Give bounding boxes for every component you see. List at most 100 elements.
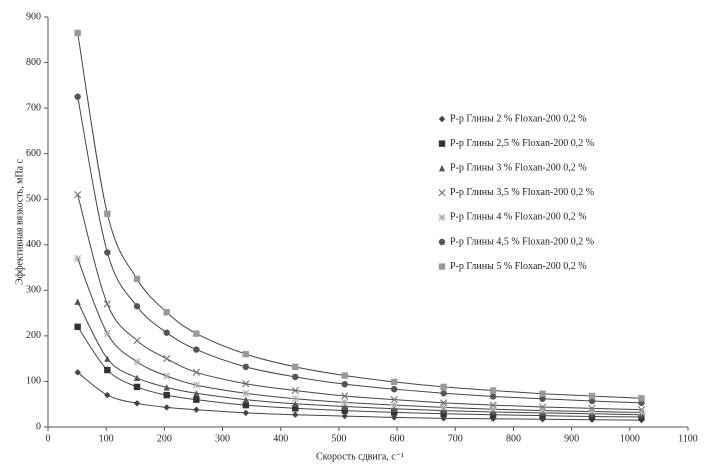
legend-marker [438, 140, 446, 147]
point [163, 329, 170, 336]
point [103, 330, 111, 338]
legend-label: Р-р Глины 3 % Floxan-200 0,2 % [450, 162, 587, 173]
y-tick-label: 200 [26, 330, 41, 341]
x-tick-label: 800 [506, 433, 521, 444]
point [104, 210, 111, 217]
x-tick-label: 500 [331, 433, 346, 444]
point [104, 355, 111, 362]
legend-marker [438, 115, 446, 123]
point [292, 373, 299, 381]
x-tick-label: 1100 [678, 433, 698, 444]
point [104, 366, 111, 374]
legend-marker [438, 189, 446, 197]
point [638, 395, 645, 402]
point [390, 396, 398, 404]
point [341, 398, 349, 406]
point [390, 385, 398, 393]
y-axis-label: Эффективная вязкость, мПа с [14, 158, 25, 285]
point [242, 389, 250, 397]
y-tick-label: 700 [26, 102, 41, 113]
point [163, 372, 171, 380]
y-tick-label: 100 [26, 376, 41, 387]
point [242, 363, 250, 371]
point [341, 372, 348, 379]
point [341, 380, 348, 388]
legend-label: Р-р Глины 5 % Floxan-200 0,2 % [450, 261, 587, 272]
point [390, 405, 398, 412]
point [390, 414, 398, 421]
point [133, 275, 141, 283]
point [74, 191, 82, 199]
point [163, 404, 170, 411]
point [390, 401, 398, 409]
point [74, 93, 81, 100]
point [539, 395, 546, 402]
point [539, 390, 546, 397]
point [440, 390, 447, 397]
point [242, 350, 250, 358]
point [292, 400, 299, 407]
y-tick-label: 500 [26, 194, 41, 205]
x-tick-label: 1000 [620, 433, 640, 444]
trend-line [77, 96, 642, 404]
point [489, 405, 497, 413]
y-tick-label: 900 [26, 11, 41, 22]
point [588, 407, 596, 416]
point [133, 400, 141, 407]
y-tick-label: 600 [26, 148, 41, 159]
point [489, 387, 497, 394]
legend-label: Р-р Глины 4,5 % Floxan-200 0,2 % [450, 236, 594, 247]
y-tick-label: 0 [36, 421, 41, 432]
x-tick-label: 400 [273, 433, 288, 444]
point [341, 392, 349, 400]
point [193, 390, 200, 397]
point [538, 407, 547, 415]
point [292, 411, 299, 418]
point [291, 386, 299, 395]
point [193, 406, 200, 413]
point [440, 403, 448, 411]
legend-marker [438, 213, 446, 221]
y-tick-label: 800 [26, 57, 41, 68]
point [74, 298, 81, 305]
point [390, 409, 398, 416]
point [192, 368, 200, 376]
point [163, 355, 171, 363]
point [163, 309, 170, 316]
point [192, 381, 200, 389]
y-tick-label: 400 [26, 239, 41, 250]
x-tick-label: 200 [157, 433, 172, 444]
point [588, 392, 596, 400]
point [637, 408, 646, 416]
point [292, 405, 299, 412]
point [242, 401, 250, 409]
legend-label: Р-р Глины 2 % Floxan-200 0,2 % [450, 113, 587, 124]
x-tick-label: 0 [46, 433, 51, 444]
point [292, 363, 299, 371]
legend-label: Р-р Глины 3,5 % Floxan-200 0,2 % [450, 187, 594, 198]
point [74, 29, 81, 37]
point [103, 300, 111, 308]
point [193, 396, 200, 403]
x-tick-label: 100 [99, 433, 114, 444]
point [539, 416, 546, 423]
point [133, 383, 141, 391]
point [440, 383, 447, 391]
x-tick-label: 300 [215, 433, 230, 444]
point [341, 412, 348, 420]
point [242, 396, 250, 403]
point [74, 323, 81, 330]
point [291, 395, 299, 403]
legend-label: Р-р Глины 4 % Floxan-200 0,2 % [450, 212, 587, 223]
point [133, 358, 141, 366]
point [193, 346, 200, 353]
trend-line [77, 258, 642, 413]
point [133, 336, 141, 345]
point [74, 254, 82, 262]
point [133, 303, 141, 310]
point [193, 330, 200, 337]
legend-marker [438, 165, 446, 172]
legend-marker [438, 263, 446, 270]
point [588, 397, 596, 405]
